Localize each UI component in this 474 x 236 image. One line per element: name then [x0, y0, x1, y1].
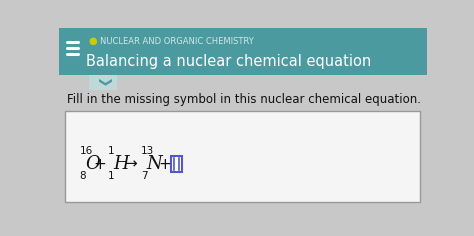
Bar [171, 156, 182, 172]
Text: 8: 8 [80, 171, 86, 181]
Text: NUCLEAR AND ORGANIC CHEMISTRY: NUCLEAR AND ORGANIC CHEMISTRY [100, 37, 253, 46]
Text: 1: 1 [108, 146, 115, 156]
Bar [59, 75, 427, 210]
Text: 7: 7 [141, 171, 147, 181]
Circle shape [90, 38, 96, 45]
Text: ❯: ❯ [96, 77, 109, 88]
Text: N: N [147, 155, 163, 173]
Text: 13: 13 [141, 146, 154, 156]
Bar [59, 28, 427, 75]
Text: H: H [113, 155, 129, 173]
Text: Fill in the missing symbol in this nuclear chemical equation.: Fill in the missing symbol in this nucle… [67, 93, 421, 106]
Text: →: → [124, 157, 137, 172]
Bar [89, 75, 117, 90]
Bar [65, 111, 420, 202]
Text: +: + [93, 157, 106, 172]
Text: +: + [158, 157, 171, 172]
Text: Balancing a nuclear chemical equation: Balancing a nuclear chemical equation [86, 54, 372, 69]
Text: 1: 1 [108, 171, 115, 181]
Text: O: O [86, 155, 100, 173]
Text: 16: 16 [80, 146, 92, 156]
